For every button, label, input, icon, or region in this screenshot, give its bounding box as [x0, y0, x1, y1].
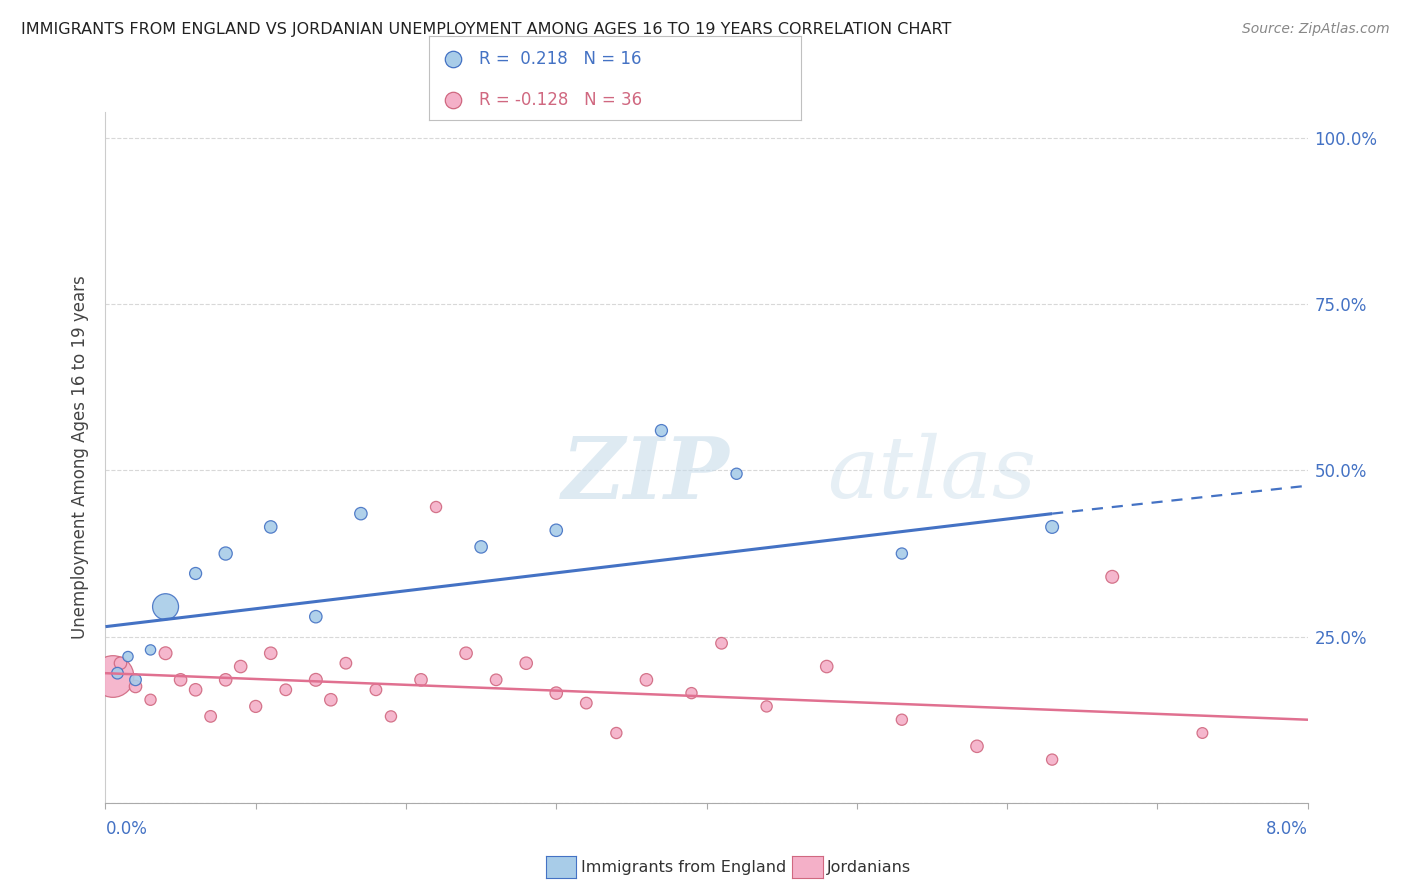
Point [725, 467, 748, 481]
Text: Source: ZipAtlas.com: Source: ZipAtlas.com [1241, 22, 1389, 37]
Point [546, 686, 568, 700]
Point [110, 657, 132, 671]
Text: 0.0%: 0.0% [105, 820, 148, 838]
Point [650, 424, 672, 438]
Point [605, 726, 627, 740]
Point [485, 673, 508, 687]
Point [101, 669, 124, 683]
Point [214, 547, 236, 561]
Point [117, 649, 139, 664]
Point [214, 673, 236, 687]
Point [1101, 570, 1123, 584]
Text: IMMIGRANTS FROM ENGLAND VS JORDANIAN UNEMPLOYMENT AMONG AGES 16 TO 19 YEARS CORR: IMMIGRANTS FROM ENGLAND VS JORDANIAN UNE… [21, 22, 952, 37]
Y-axis label: Unemployment Among Ages 16 to 19 years: Unemployment Among Ages 16 to 19 years [72, 276, 90, 639]
Point [350, 507, 373, 521]
Point [1040, 520, 1063, 534]
Point [200, 709, 222, 723]
Point [575, 696, 598, 710]
Point [305, 673, 328, 687]
Text: Immigrants from England: Immigrants from England [581, 860, 786, 874]
Text: 8.0%: 8.0% [1265, 820, 1308, 838]
Point [184, 682, 207, 697]
Point [409, 673, 432, 687]
Point [260, 520, 283, 534]
Point [229, 659, 252, 673]
Point [755, 699, 778, 714]
Point [546, 523, 568, 537]
Text: atlas: atlas [827, 434, 1036, 516]
Point [515, 657, 537, 671]
Point [380, 709, 402, 723]
Point [260, 646, 283, 660]
Point [124, 680, 146, 694]
Point [335, 657, 357, 671]
Point [107, 666, 129, 681]
Point [1040, 753, 1063, 767]
Point [441, 93, 464, 107]
Text: Jordanians: Jordanians [827, 860, 911, 874]
Point [319, 692, 342, 706]
Point [245, 699, 267, 714]
Point [681, 686, 703, 700]
Point [890, 713, 912, 727]
Point [124, 673, 146, 687]
Point [139, 643, 162, 657]
Point [470, 540, 492, 554]
Point [274, 682, 297, 697]
Text: R =  0.218   N = 16: R = 0.218 N = 16 [479, 51, 641, 69]
Point [441, 53, 464, 67]
Point [710, 636, 733, 650]
Point [815, 659, 838, 673]
Text: R = -0.128   N = 36: R = -0.128 N = 36 [479, 91, 643, 109]
Point [305, 609, 328, 624]
Point [155, 599, 177, 614]
Point [454, 646, 477, 660]
Point [966, 739, 988, 754]
Point [139, 692, 162, 706]
Point [636, 673, 658, 687]
Point [184, 566, 207, 581]
Text: ZIP: ZIP [562, 433, 730, 516]
Point [890, 547, 912, 561]
Point [425, 500, 447, 514]
Point [169, 673, 191, 687]
Point [1191, 726, 1213, 740]
Point [364, 682, 387, 697]
Point [155, 646, 177, 660]
